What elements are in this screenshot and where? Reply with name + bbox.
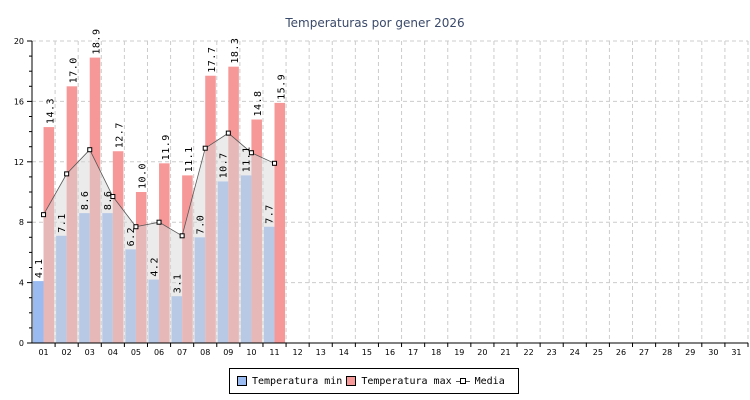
bar-min bbox=[33, 281, 44, 343]
y-tick-label: 16 bbox=[14, 97, 24, 106]
media-point bbox=[156, 219, 162, 225]
x-tick-label: 09 bbox=[223, 348, 233, 357]
legend-label-min: Temperatura min bbox=[252, 375, 343, 387]
legend-item-media: Media bbox=[455, 375, 505, 387]
x-tick-label: 19 bbox=[454, 348, 464, 357]
data-label: 17.7 bbox=[207, 47, 218, 73]
x-tick-label: 23 bbox=[547, 348, 557, 357]
data-label: 7.1 bbox=[57, 213, 68, 233]
x-tick-label: 14 bbox=[339, 348, 349, 357]
data-label: 12.7 bbox=[115, 122, 126, 148]
x-tick-label: 30 bbox=[708, 348, 718, 357]
x-tick-label: 08 bbox=[200, 348, 210, 357]
y-tick-label: 12 bbox=[14, 158, 24, 167]
x-tick-label: 13 bbox=[316, 348, 326, 357]
x-tick-label: 20 bbox=[477, 348, 487, 357]
x-tick-label: 07 bbox=[177, 348, 187, 357]
media-point bbox=[87, 147, 93, 153]
x-tick-label: 21 bbox=[500, 348, 510, 357]
data-label: 18.9 bbox=[92, 29, 103, 55]
x-tick-label: 10 bbox=[246, 348, 256, 357]
media-point bbox=[41, 212, 47, 218]
x-tick-label: 06 bbox=[154, 348, 164, 357]
x-tick-label: 26 bbox=[616, 348, 626, 357]
x-tick-label: 05 bbox=[131, 348, 141, 357]
x-tick-label: 25 bbox=[593, 348, 603, 357]
x-tick-label: 02 bbox=[62, 348, 72, 357]
legend-item-min: Temperatura min bbox=[237, 376, 342, 387]
y-tick-label: 4 bbox=[19, 279, 24, 288]
data-label: 3.1 bbox=[172, 274, 183, 294]
legend: Temperatura min Temperatura max Media bbox=[229, 368, 519, 394]
y-tick-label: 0 bbox=[19, 339, 24, 348]
x-tick-label: 12 bbox=[293, 348, 303, 357]
legend-marker-media bbox=[455, 377, 470, 385]
data-label: 18.3 bbox=[230, 38, 241, 64]
chart-title: Temperaturas por gener 2026 bbox=[285, 16, 465, 30]
media-point bbox=[64, 171, 70, 177]
data-label: 11.9 bbox=[161, 134, 172, 160]
data-label: 7.7 bbox=[265, 204, 276, 224]
media-point bbox=[179, 233, 185, 239]
legend-swatch-min bbox=[237, 376, 247, 386]
x-tick-label: 03 bbox=[85, 348, 95, 357]
x-tick-label: 28 bbox=[662, 348, 672, 357]
x-tick-label: 27 bbox=[639, 348, 649, 357]
data-label: 10.0 bbox=[138, 163, 149, 189]
bar-max bbox=[274, 102, 286, 343]
x-tick-label: 29 bbox=[685, 348, 695, 357]
data-label: 8.6 bbox=[103, 191, 114, 211]
x-tick-label: 04 bbox=[108, 348, 118, 357]
y-tick-label: 20 bbox=[14, 37, 24, 46]
x-tick-label: 11 bbox=[269, 348, 279, 357]
media-point bbox=[110, 194, 116, 200]
data-label: 7.0 bbox=[195, 215, 206, 235]
media-point bbox=[272, 160, 278, 166]
x-tick-label: 16 bbox=[385, 348, 395, 357]
x-tick-label: 31 bbox=[731, 348, 741, 357]
data-label: 15.9 bbox=[276, 74, 287, 100]
data-label: 14.8 bbox=[253, 90, 264, 116]
x-tick-label: 01 bbox=[38, 348, 48, 357]
data-label: 4.2 bbox=[149, 257, 160, 277]
data-label: 8.6 bbox=[80, 191, 91, 211]
x-tick-label: 17 bbox=[408, 348, 418, 357]
media-point bbox=[225, 130, 231, 136]
x-tick-label: 15 bbox=[362, 348, 372, 357]
x-tick-label: 22 bbox=[523, 348, 533, 357]
data-label: 14.3 bbox=[45, 98, 56, 124]
data-label: 6.2 bbox=[126, 227, 137, 247]
media-point bbox=[202, 145, 208, 151]
legend-label-media: Media bbox=[474, 375, 505, 387]
legend-label-max: Temperatura max bbox=[361, 375, 452, 387]
x-tick-label: 24 bbox=[570, 348, 580, 357]
data-label: 17.0 bbox=[68, 57, 79, 83]
data-label: 11.1 bbox=[242, 146, 253, 172]
media-area bbox=[43, 133, 275, 343]
legend-swatch-max bbox=[346, 376, 357, 386]
data-label: 11.1 bbox=[184, 146, 195, 172]
media-point bbox=[248, 150, 254, 156]
x-tick-label: 18 bbox=[431, 348, 441, 357]
media-point bbox=[133, 224, 139, 230]
data-label: 10.7 bbox=[219, 152, 230, 178]
data-label: 4.1 bbox=[34, 259, 45, 279]
legend-item-max: Temperatura max bbox=[346, 375, 452, 387]
y-tick-label: 8 bbox=[19, 218, 24, 227]
